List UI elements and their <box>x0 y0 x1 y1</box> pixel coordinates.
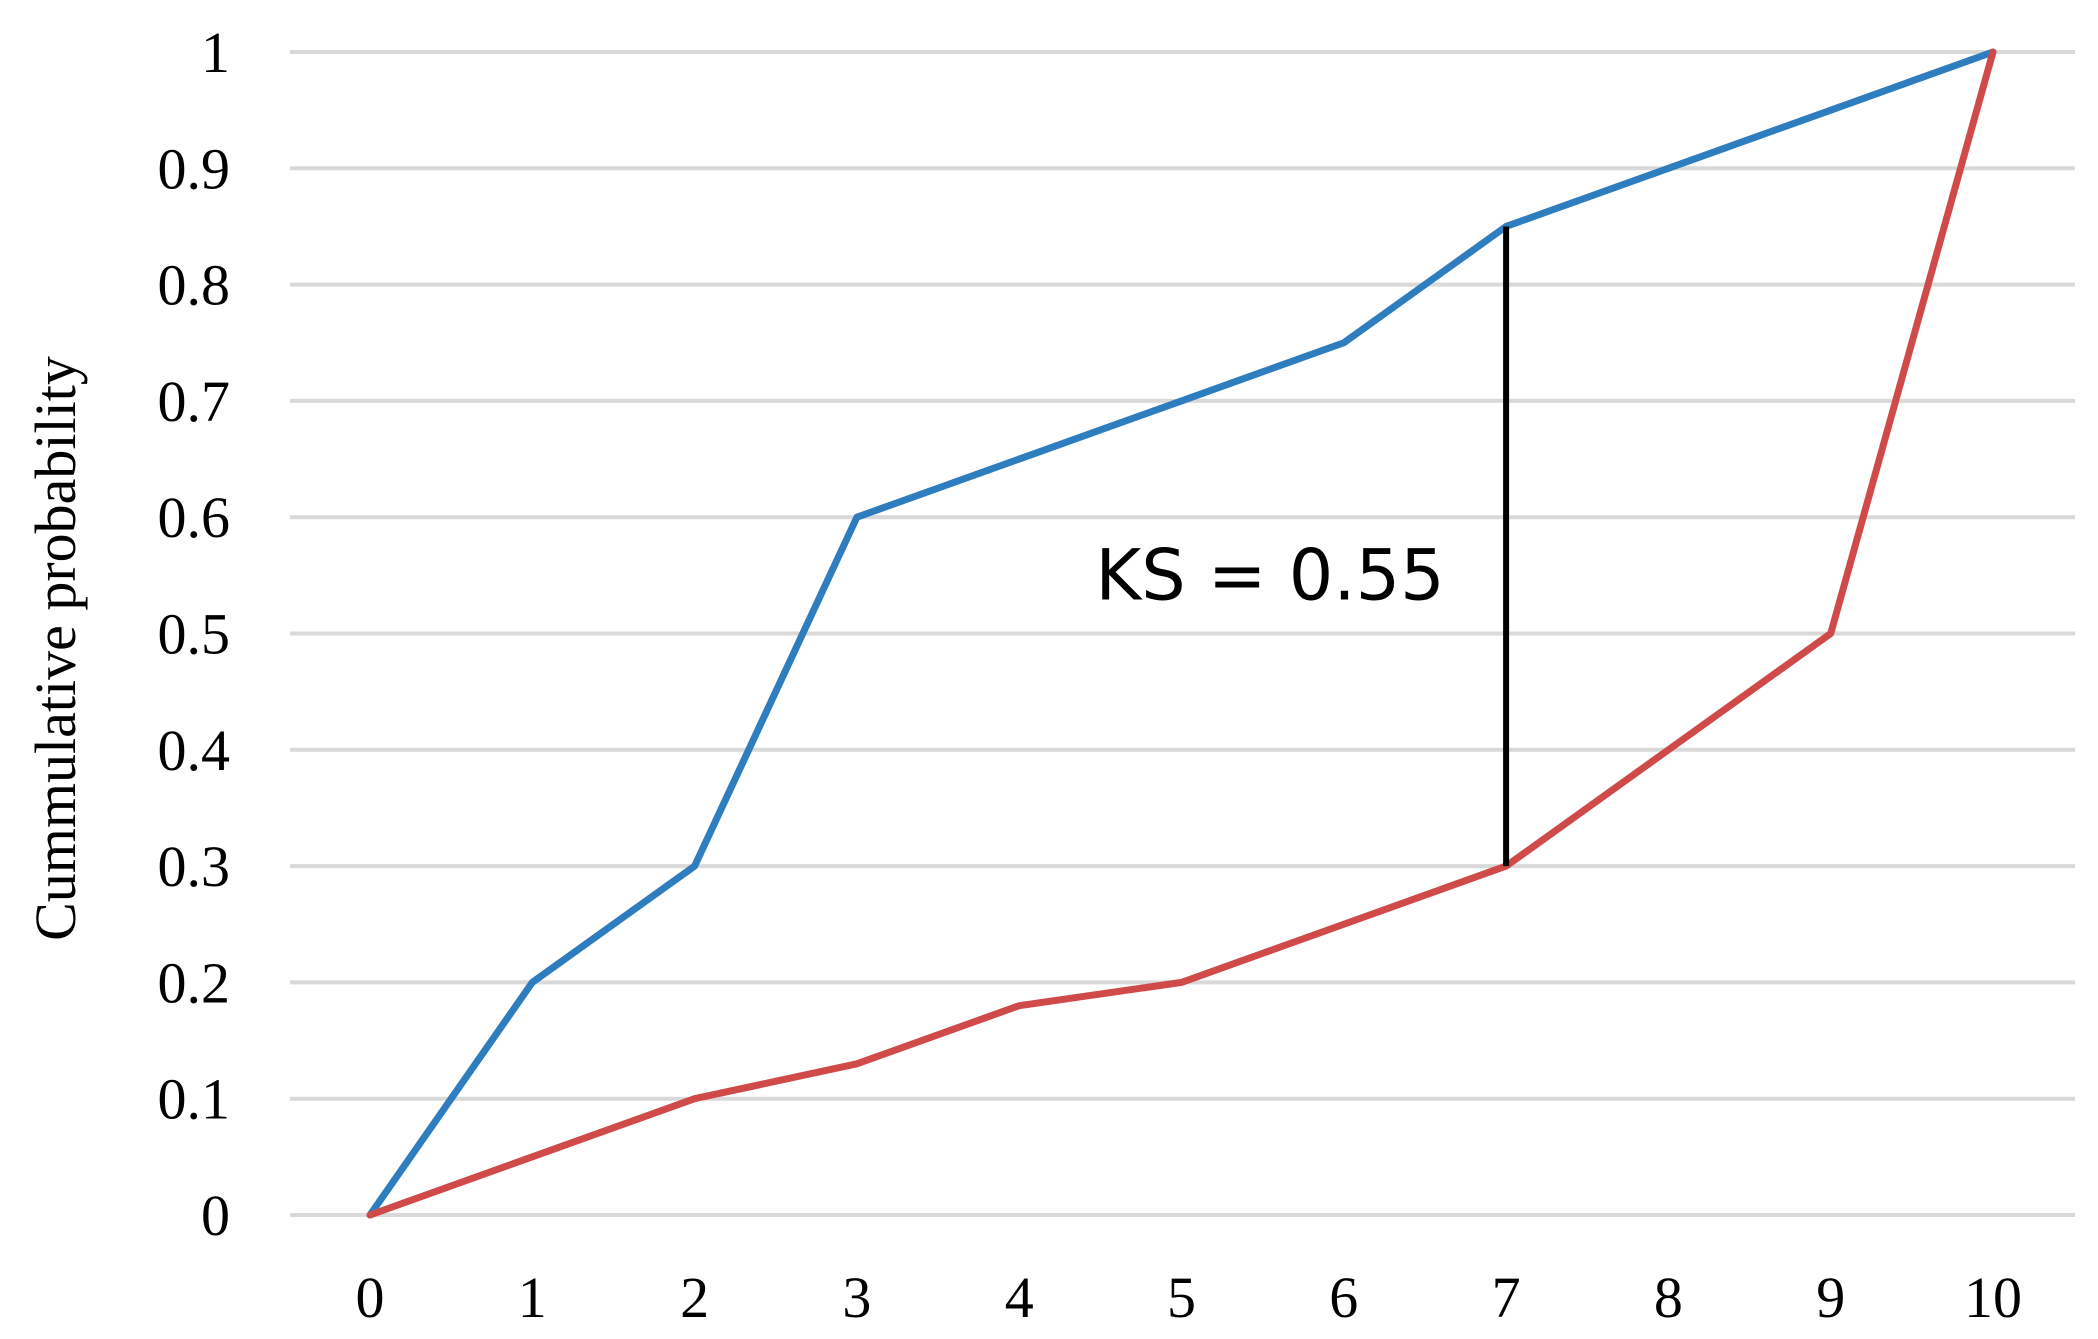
gridlines <box>290 50 2075 1217</box>
ks-statistic-label: KS = 0.55 <box>1095 534 1444 616</box>
y-tick-label: 0.1 <box>158 1067 231 1132</box>
series-lines <box>366 48 1997 1219</box>
x-tick-label: 3 <box>842 1265 871 1330</box>
y-tick-label: 0.4 <box>158 718 231 783</box>
ks-annotation: KS = 0.55 <box>1095 226 1510 867</box>
y-tick-label: 0 <box>201 1183 230 1248</box>
x-tick-label: 10 <box>1964 1265 2022 1330</box>
x-tick-label: 5 <box>1167 1265 1196 1330</box>
y-tick-label: 0.8 <box>158 253 231 318</box>
x-tick-label: 8 <box>1654 1265 1683 1330</box>
y-tick-label: 0.6 <box>158 485 231 550</box>
y-tick-label: 0.9 <box>158 136 231 201</box>
x-axis-tick-labels: 0 1 2 3 4 5 6 7 8 9 10 <box>356 1265 2023 1330</box>
series-line-1 <box>366 48 1997 1219</box>
series-line-2 <box>366 48 1997 1219</box>
x-tick-label: 9 <box>1816 1265 1845 1330</box>
y-tick-label: 0.2 <box>158 950 231 1015</box>
y-axis-tick-labels: 0 0.1 0.2 0.3 0.4 0.5 0.6 0.7 0.8 0.9 1 <box>158 20 231 1248</box>
y-tick-label: 0.7 <box>158 369 231 434</box>
y-tick-label: 0.3 <box>158 834 231 899</box>
x-tick-label: 7 <box>1492 1265 1521 1330</box>
x-tick-label: 0 <box>356 1265 385 1330</box>
y-axis-title: Cummulative probability <box>23 356 88 941</box>
y-tick-label: 0.5 <box>158 602 231 667</box>
x-tick-label: 6 <box>1329 1265 1358 1330</box>
x-tick-label: 4 <box>1005 1265 1034 1330</box>
x-tick-label: 1 <box>518 1265 547 1330</box>
x-tick-label: 2 <box>680 1265 709 1330</box>
y-tick-label: 1 <box>201 20 230 85</box>
